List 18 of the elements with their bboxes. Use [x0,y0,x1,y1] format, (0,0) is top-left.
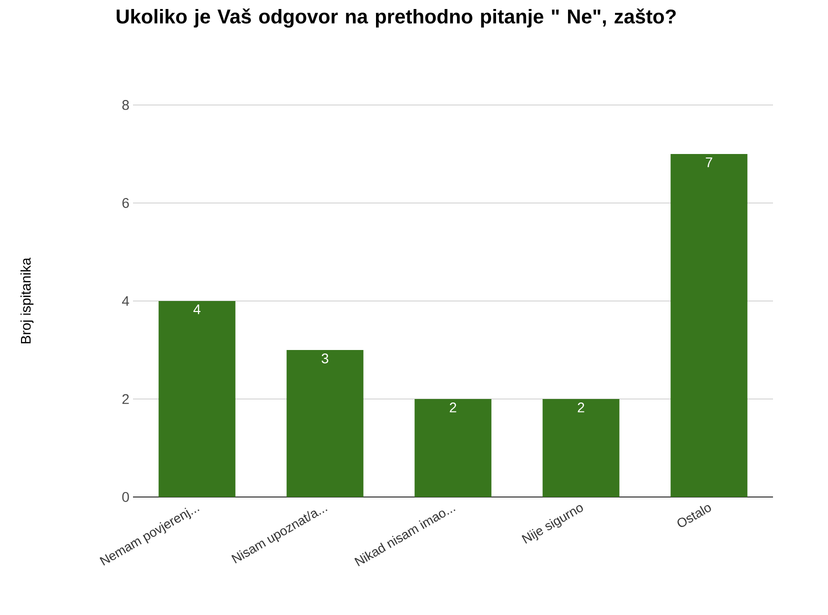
x-tick-label: Ostalo [678,505,711,527]
y-tick-label: 4 [122,296,130,306]
y-tick-label: 2 [122,394,129,404]
data-label: 7 [706,158,712,168]
data-label: 3 [322,354,328,364]
chart-title: Ukoliko je Vaš odgovor na prethodno pitanje " Ne", zašto? [116,8,676,28]
bar [414,398,492,497]
y-axis-title: Broj ispitanika [20,258,34,344]
y-tick-label: 6 [122,198,129,208]
bar [670,154,748,497]
data-label: 2 [578,402,584,412]
data-label: 4 [193,304,200,314]
y-tick-label: 8 [122,100,129,110]
bar [158,300,236,497]
y-tick-label: 0 [122,492,129,502]
bar [286,350,364,497]
bar [542,398,620,497]
data-label: 2 [450,402,456,412]
